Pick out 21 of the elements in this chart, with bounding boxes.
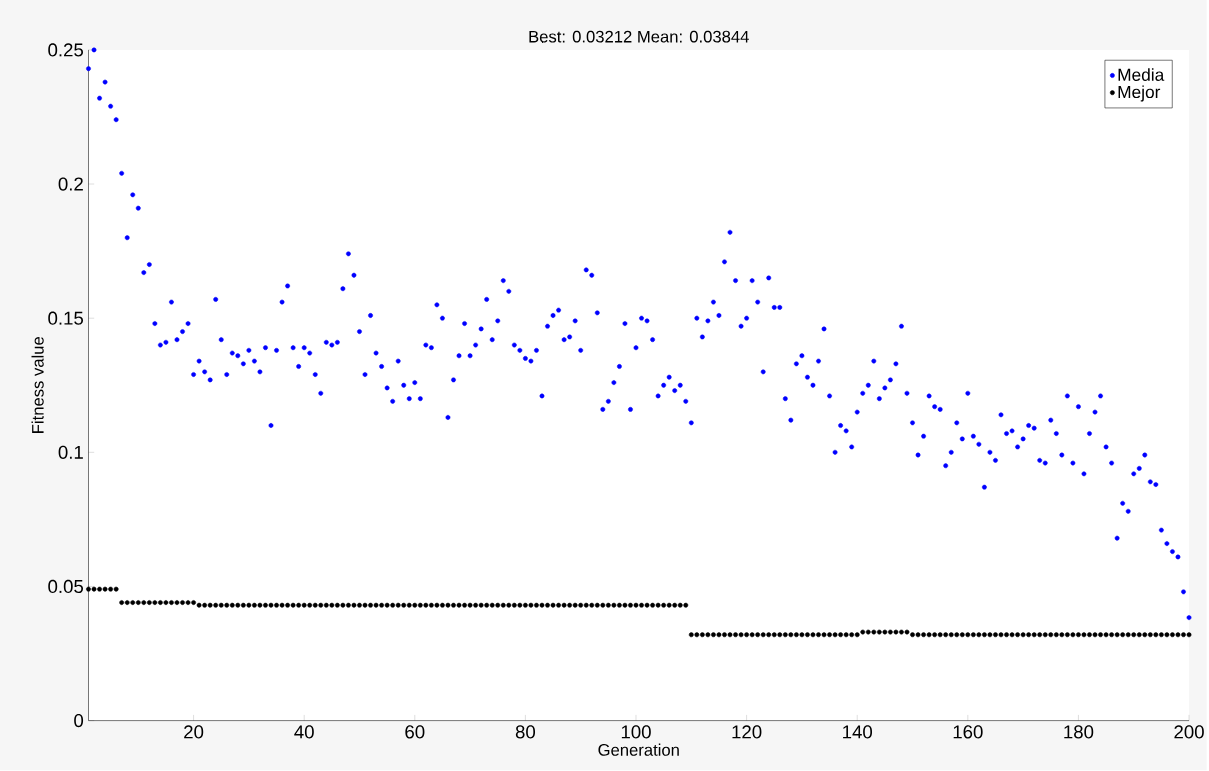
x-tick-label: 100 — [621, 725, 651, 739]
x-tick-label: 180 — [1064, 725, 1094, 739]
x-axis-title: Generation — [598, 743, 679, 757]
x-tick-label: 20 — [184, 725, 204, 739]
y-tick-label: 0.05 — [48, 580, 84, 594]
legend-label: Media — [1118, 68, 1165, 82]
y-tick-label: 0 — [74, 714, 84, 728]
x-tick-label: 80 — [515, 725, 536, 739]
y-tick-label: 0.25 — [48, 43, 84, 57]
y-tick-label: 0.1 — [58, 445, 83, 460]
legend-label: Mejor — [1118, 85, 1161, 102]
chart-title: Best: 0.03212 Mean: 0.03844 — [529, 31, 749, 43]
x-tick-label: 120 — [732, 725, 762, 739]
x-tick-label: 160 — [953, 725, 983, 739]
x-tick-label: 60 — [405, 725, 425, 739]
x-tick-label: 200 — [1174, 725, 1204, 739]
x-tick-label: 40 — [294, 725, 314, 739]
x-tick-label: 140 — [843, 725, 873, 739]
y-axis-title: Fitness value — [31, 337, 44, 434]
y-tick-label: 0.2 — [58, 177, 83, 191]
y-tick-label: 0.15 — [48, 311, 84, 326]
